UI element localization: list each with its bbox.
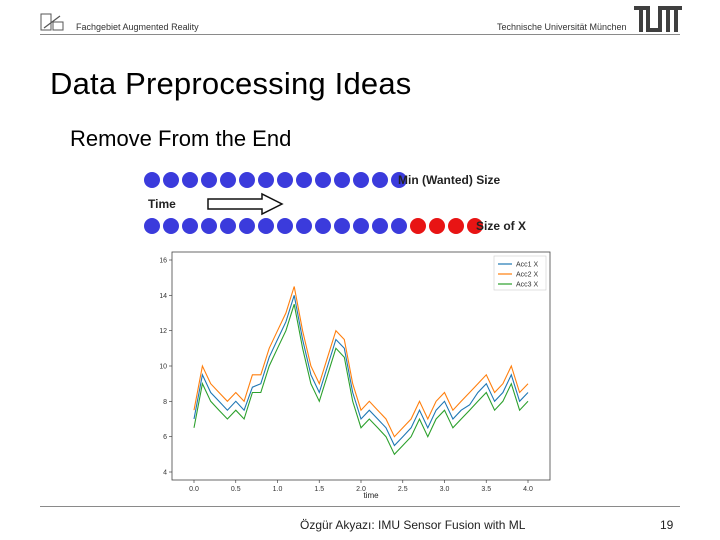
series-line-acc3-x <box>193 304 529 456</box>
bottom-row-ball-blue <box>334 218 350 234</box>
page-number: 19 <box>660 518 674 532</box>
slide-title: Data Preprocessing Ideas <box>50 66 412 101</box>
y-tick-label: 16 <box>160 258 167 265</box>
bottom-row-ball-red <box>467 218 483 234</box>
y-tick-label: 4 <box>163 470 167 477</box>
top-row-ball <box>372 172 388 188</box>
time-arrow-icon <box>207 192 284 216</box>
bottom-row-ball-blue <box>391 218 407 234</box>
bottom-row-ball-blue <box>220 218 236 234</box>
top-row-label: Min (Wanted) Size <box>398 173 501 187</box>
bottom-row-ball-blue <box>239 218 255 234</box>
sequence-diagram: Min (Wanted) Size Time Size of X <box>144 172 526 234</box>
x-tick-label: 1.5 <box>314 486 324 493</box>
bottom-row-ball-blue <box>353 218 369 234</box>
slide-subtitle: Remove From the End <box>70 126 292 151</box>
bottom-row-ball-blue <box>163 218 179 234</box>
header-left-text: Fachgebiet Augmented Reality <box>76 22 199 32</box>
top-row-ball <box>258 172 274 188</box>
header-right-text: Technische Universität München <box>497 22 627 32</box>
x-tick-label: 2.5 <box>398 486 408 493</box>
bottom-row-ball-blue <box>372 218 388 234</box>
bottom-row-ball-blue <box>258 218 274 234</box>
x-tick-label: 0.0 <box>189 486 199 493</box>
y-tick-label: 14 <box>160 293 167 300</box>
bottom-row-ball-blue <box>277 218 293 234</box>
top-row-ball <box>182 172 198 188</box>
top-row-ball <box>239 172 255 188</box>
legend-entry: Acc3 X <box>516 282 539 289</box>
top-row-ball <box>353 172 369 188</box>
time-label: Time <box>148 197 176 211</box>
bottom-row-ball-blue <box>296 218 312 234</box>
y-tick-label: 10 <box>160 364 167 371</box>
footer-presenter: Özgür Akyazı: IMU Sensor Fusion with ML <box>300 518 526 532</box>
top-row-ball <box>391 172 407 188</box>
legend-entry: Acc2 X <box>516 272 539 279</box>
footer-rule <box>40 506 680 507</box>
top-row-ball <box>296 172 312 188</box>
x-tick-label: 4.0 <box>523 486 533 493</box>
chair-logo-icon <box>40 13 64 31</box>
x-axis-label: time <box>363 491 379 500</box>
header-rule <box>40 34 680 35</box>
bottom-row-ball-blue <box>182 218 198 234</box>
y-tick-label: 12 <box>160 328 167 335</box>
plot-frame <box>171 251 551 481</box>
x-tick-label: 3.5 <box>481 486 491 493</box>
bottom-row-ball-red <box>448 218 464 234</box>
bottom-row-ball-blue <box>201 218 217 234</box>
top-row-ball <box>201 172 217 188</box>
series-line-acc1-x <box>193 295 529 447</box>
y-tick-label: 8 <box>163 399 167 406</box>
bottom-row-ball-blue <box>315 218 331 234</box>
bottom-row-ball-blue <box>144 218 160 234</box>
top-row-ball <box>144 172 160 188</box>
legend-entry: Acc1 X <box>516 262 539 269</box>
bottom-row-label: Size of X <box>476 219 526 233</box>
x-tick-label: 2.0 <box>356 486 366 493</box>
top-row-ball <box>220 172 236 188</box>
series-line-acc2-x <box>193 286 529 438</box>
top-row-ball <box>163 172 179 188</box>
y-tick-label: 6 <box>163 434 167 441</box>
top-row-ball <box>334 172 350 188</box>
top-row-ball <box>315 172 331 188</box>
bottom-row-ball-red <box>429 218 445 234</box>
top-row-ball <box>277 172 293 188</box>
x-tick-label: 0.5 <box>231 486 241 493</box>
bottom-row-ball-red <box>410 218 426 234</box>
x-tick-label: 3.0 <box>440 486 450 493</box>
tum-logo-icon <box>634 6 682 32</box>
x-tick-label: 1.0 <box>273 486 283 493</box>
